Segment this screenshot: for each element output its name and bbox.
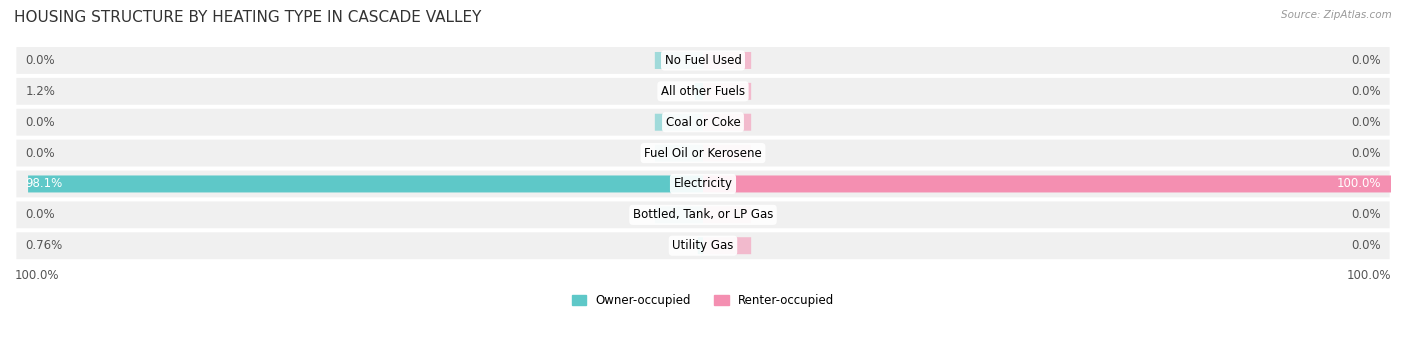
FancyBboxPatch shape <box>703 206 751 223</box>
Text: 0.0%: 0.0% <box>1351 116 1381 129</box>
FancyBboxPatch shape <box>703 237 751 254</box>
Text: 0.0%: 0.0% <box>1351 147 1381 160</box>
FancyBboxPatch shape <box>28 176 703 192</box>
Text: 0.0%: 0.0% <box>1351 54 1381 67</box>
FancyBboxPatch shape <box>655 145 703 162</box>
FancyBboxPatch shape <box>15 200 1391 229</box>
Legend: Owner-occupied, Renter-occupied: Owner-occupied, Renter-occupied <box>567 289 839 312</box>
FancyBboxPatch shape <box>655 114 703 131</box>
Text: Bottled, Tank, or LP Gas: Bottled, Tank, or LP Gas <box>633 208 773 221</box>
FancyBboxPatch shape <box>703 83 751 100</box>
FancyBboxPatch shape <box>15 138 1391 168</box>
FancyBboxPatch shape <box>703 52 751 69</box>
Text: 1.2%: 1.2% <box>25 85 55 98</box>
Text: 0.76%: 0.76% <box>25 239 63 252</box>
Text: 0.0%: 0.0% <box>25 116 55 129</box>
Text: HOUSING STRUCTURE BY HEATING TYPE IN CASCADE VALLEY: HOUSING STRUCTURE BY HEATING TYPE IN CAS… <box>14 10 481 25</box>
Text: 0.0%: 0.0% <box>1351 239 1381 252</box>
Text: 0.0%: 0.0% <box>1351 85 1381 98</box>
FancyBboxPatch shape <box>655 206 703 223</box>
Text: Utility Gas: Utility Gas <box>672 239 734 252</box>
FancyBboxPatch shape <box>703 145 751 162</box>
Text: 0.0%: 0.0% <box>1351 208 1381 221</box>
Text: Coal or Coke: Coal or Coke <box>665 116 741 129</box>
FancyBboxPatch shape <box>655 52 703 69</box>
FancyBboxPatch shape <box>697 237 703 254</box>
FancyBboxPatch shape <box>15 169 1391 199</box>
FancyBboxPatch shape <box>703 114 751 131</box>
FancyBboxPatch shape <box>15 46 1391 75</box>
Text: Fuel Oil or Kerosene: Fuel Oil or Kerosene <box>644 147 762 160</box>
Text: 0.0%: 0.0% <box>25 208 55 221</box>
Text: 0.0%: 0.0% <box>25 147 55 160</box>
Text: 100.0%: 100.0% <box>1347 269 1391 282</box>
Text: Electricity: Electricity <box>673 177 733 191</box>
FancyBboxPatch shape <box>703 176 1391 192</box>
Text: No Fuel Used: No Fuel Used <box>665 54 741 67</box>
FancyBboxPatch shape <box>15 107 1391 137</box>
Text: 100.0%: 100.0% <box>1336 177 1381 191</box>
Text: All other Fuels: All other Fuels <box>661 85 745 98</box>
FancyBboxPatch shape <box>15 76 1391 106</box>
FancyBboxPatch shape <box>15 231 1391 261</box>
Text: 0.0%: 0.0% <box>25 54 55 67</box>
Text: 98.1%: 98.1% <box>25 177 63 191</box>
Text: 100.0%: 100.0% <box>15 269 59 282</box>
FancyBboxPatch shape <box>695 83 703 100</box>
Text: Source: ZipAtlas.com: Source: ZipAtlas.com <box>1281 10 1392 20</box>
